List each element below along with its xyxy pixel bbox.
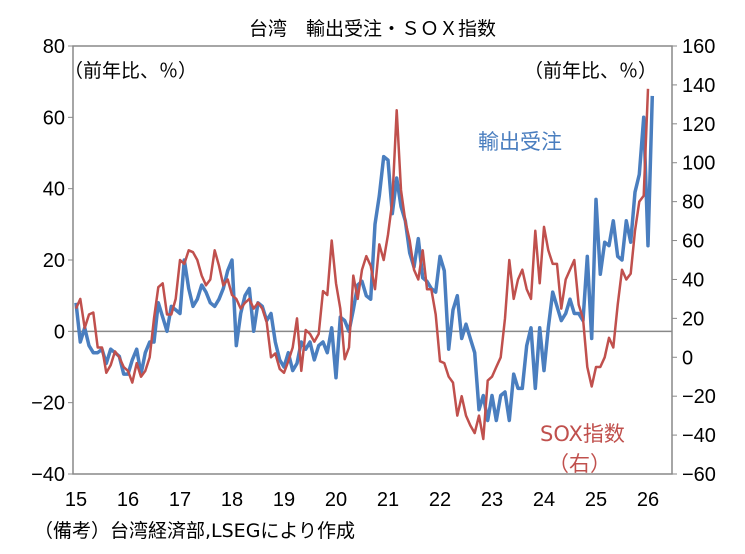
right-tick-label: 140 (682, 75, 715, 97)
series-line-export-orders (74, 95, 655, 423)
left-tick-label: 20 (43, 250, 65, 272)
right-tick-label: 160 (682, 36, 715, 58)
legend-sox-right-axis: （右） (548, 452, 611, 476)
x-tick-label: 24 (533, 489, 555, 511)
right-tick-label: 120 (682, 114, 715, 136)
right-tick-label: 80 (682, 192, 704, 214)
x-tick-label: 26 (637, 489, 659, 511)
right-tick-label: 20 (682, 308, 704, 330)
right-tick-label: −40 (682, 425, 716, 447)
x-tick-label: 22 (429, 489, 451, 511)
source-note: （備考）台湾経済部,LSEGにより作成 (34, 520, 356, 542)
left-tick-label: −40 (31, 464, 65, 486)
left-tick-label: 80 (43, 36, 65, 58)
right-tick-label: −20 (682, 386, 716, 408)
x-tick-label: 18 (221, 489, 243, 511)
right-tick-label: 0 (682, 347, 693, 369)
legend-sox: SOX指数 (540, 422, 625, 446)
legend-export-orders: 輸出受注 (478, 130, 562, 154)
series-line-sox (74, 88, 650, 441)
right-tick-label: −60 (682, 464, 716, 486)
x-tick-label: 25 (585, 489, 607, 511)
x-tick-label: 21 (377, 489, 399, 511)
x-tick-label: 19 (273, 489, 295, 511)
right-tick-label: 100 (682, 153, 715, 175)
x-tick-label: 15 (65, 489, 87, 511)
left-tick-label: −20 (31, 393, 65, 415)
right-tick-label: 40 (682, 269, 704, 291)
left-tick-label: 60 (43, 107, 65, 129)
left-tick-label: 40 (43, 179, 65, 201)
chart-title: 台湾 輸出受注・ＳＯＸ指数 (248, 18, 496, 40)
x-tick-label: 20 (325, 489, 347, 511)
x-tick-label: 17 (169, 489, 191, 511)
left-axis-unit: （前年比、％） (64, 60, 198, 82)
right-axis-unit: （前年比、％） (524, 60, 658, 82)
right-tick-label: 60 (682, 231, 704, 253)
x-tick-label: 23 (481, 489, 503, 511)
x-tick-label: 16 (117, 489, 139, 511)
left-tick-label: 0 (54, 321, 65, 343)
